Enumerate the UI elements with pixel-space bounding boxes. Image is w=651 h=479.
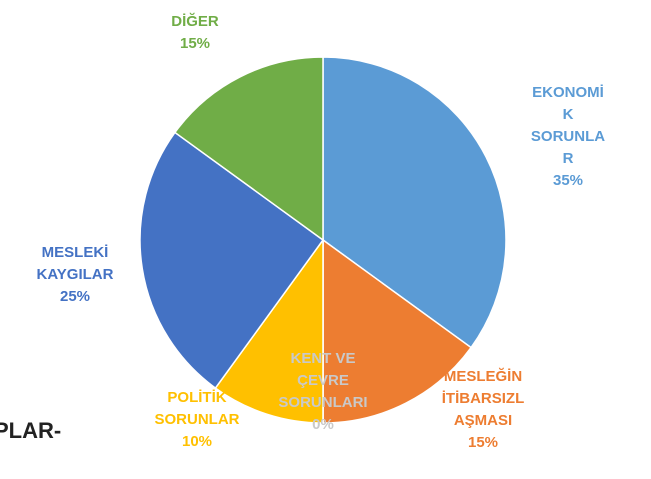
value-label: 35% [552, 172, 584, 189]
value-label: 15% [467, 434, 499, 451]
slice-label: DİĞER 15% [140, 11, 250, 55]
pie-slice [139, 131, 325, 390]
category-label: EKONOMİK SORUNLAR [530, 84, 606, 167]
slice-label: MESLEKİ KAYGILAR 25% [20, 242, 130, 308]
value-label: 25% [59, 288, 91, 305]
slice-label: EKONOMİK SORUNLAR 35% [527, 82, 609, 192]
slice-label: MESLEĞİN İTİBARSIZLAŞMASI 15% [437, 366, 529, 454]
category-label: KENT VE ÇEVRE SORUNLARI [278, 350, 368, 411]
annotation: PLAR- [0, 418, 62, 443]
pie-slice [322, 238, 473, 424]
pie-slice [173, 56, 324, 242]
category-label: DİĞER [171, 13, 219, 30]
category-label: MESLEĞİN İTİBARSIZLAŞMASI [441, 368, 525, 429]
pie-slice [322, 56, 507, 349]
value-label: 15% [179, 35, 211, 52]
value-label: 10% [181, 433, 213, 450]
value-label: 0% [312, 416, 334, 433]
pie-slice [214, 237, 324, 424]
category-label: MESLEKİ KAYGILAR [36, 244, 114, 283]
category-label: POLİTİK SORUNLAR [154, 389, 240, 428]
slice-label: KENT VE ÇEVRE SORUNLARI 0% [268, 348, 378, 436]
slice-label: POLİTİK SORUNLAR 10% [142, 387, 252, 453]
